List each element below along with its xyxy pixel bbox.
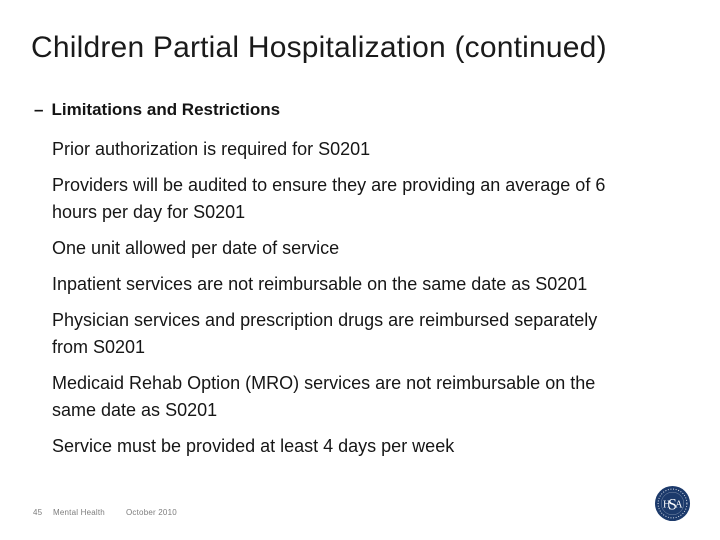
seal-letter-a: A <box>675 499 683 510</box>
section-heading: – Limitations and Restrictions <box>34 100 280 120</box>
slide-footer: 45 Mental Health October 2010 <box>0 506 720 520</box>
body-paragraph: Physician services and prescription drug… <box>52 310 598 357</box>
footer-section-label: Mental Health <box>53 508 105 517</box>
seal-circle <box>654 485 691 522</box>
hsa-seal-logo: H A S <box>654 485 691 522</box>
seal-inner-ring <box>660 491 685 516</box>
body-paragraphs: Prior authorization is required for S020… <box>52 136 684 469</box>
body-paragraph: Service must be provided at least 4 days… <box>52 436 455 456</box>
section-heading-label: Limitations and Restrictions <box>51 100 281 119</box>
body-paragraph: Medicaid Rehab Option (MRO) services are… <box>52 373 596 420</box>
footer-date-label: October 2010 <box>126 508 177 517</box>
body-paragraph: One unit allowed per date of service <box>52 238 340 258</box>
seal-letter-h: H <box>663 499 671 510</box>
bullet-dash: – <box>34 100 44 119</box>
body-paragraph: Inpatient services are not reimbursable … <box>52 274 588 294</box>
slide-title: Children Partial Hospitalization (contin… <box>31 31 607 64</box>
seal-icon: H A S <box>654 485 691 522</box>
body-paragraph: Providers will be audited to ensure they… <box>52 175 606 222</box>
page-number: 45 <box>33 508 43 517</box>
seal-ring-text <box>657 488 688 519</box>
seal-letter-s: S <box>668 496 677 513</box>
body-paragraph: Prior authorization is required for S020… <box>52 139 371 159</box>
